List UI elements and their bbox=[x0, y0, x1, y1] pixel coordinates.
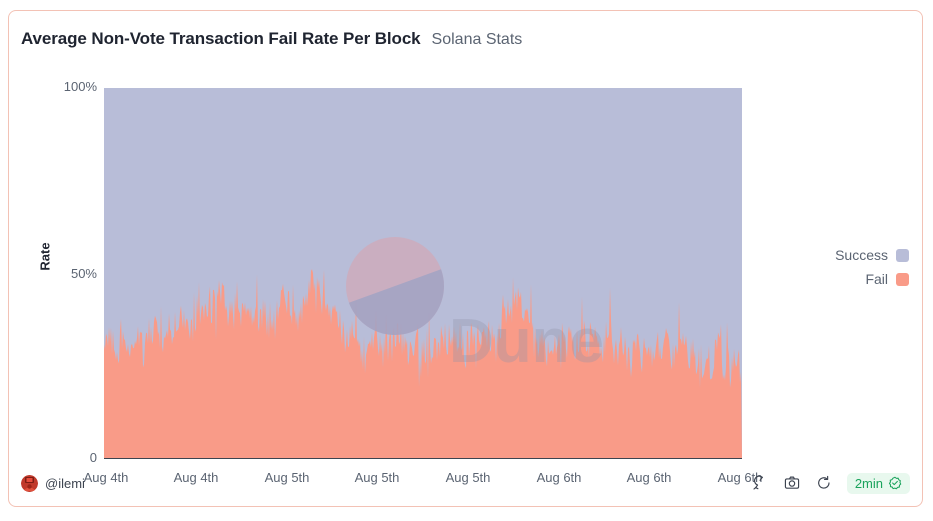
plot-area: Rate Dune 100% 50% 0 Aug 4th Aug 4th Aug… bbox=[9, 67, 922, 477]
author-name: @ilemi bbox=[45, 476, 85, 491]
y-tick-100: 100% bbox=[17, 79, 97, 94]
legend-label-fail: Fail bbox=[865, 271, 888, 287]
stacked-area-chart[interactable]: Dune bbox=[9, 67, 922, 477]
chart-series-group bbox=[104, 88, 742, 458]
y-tick-50: 50% bbox=[17, 266, 97, 281]
legend-label-success: Success bbox=[835, 247, 888, 263]
y-tick-0: 0 bbox=[17, 450, 97, 465]
refresh-interval-label: 2min bbox=[855, 476, 883, 491]
legend-item-success[interactable]: Success bbox=[804, 243, 909, 267]
chart-header: Average Non-Vote Transaction Fail Rate P… bbox=[21, 29, 522, 49]
chart-subtitle: Solana Stats bbox=[432, 31, 523, 49]
footer-actions: 2min bbox=[751, 473, 910, 494]
author-block[interactable]: @ilemi bbox=[21, 475, 85, 492]
user-avatar-icon bbox=[21, 475, 38, 492]
badge-check-icon bbox=[888, 476, 902, 490]
chart-card: Average Non-Vote Transaction Fail Rate P… bbox=[8, 10, 923, 507]
refresh-icon[interactable] bbox=[815, 474, 833, 492]
legend-swatch-fail bbox=[896, 273, 909, 286]
legend-swatch-success bbox=[896, 249, 909, 262]
chart-legend: Success Fail bbox=[804, 243, 909, 291]
camera-icon[interactable] bbox=[783, 474, 801, 492]
card-footer: @ilemi bbox=[9, 468, 922, 498]
refresh-interval-badge[interactable]: 2min bbox=[847, 473, 910, 494]
legend-item-fail[interactable]: Fail bbox=[804, 267, 909, 291]
embed-icon[interactable] bbox=[751, 474, 769, 492]
screenshot-root: Average Non-Vote Transaction Fail Rate P… bbox=[0, 0, 933, 521]
chart-title: Average Non-Vote Transaction Fail Rate P… bbox=[21, 29, 421, 49]
